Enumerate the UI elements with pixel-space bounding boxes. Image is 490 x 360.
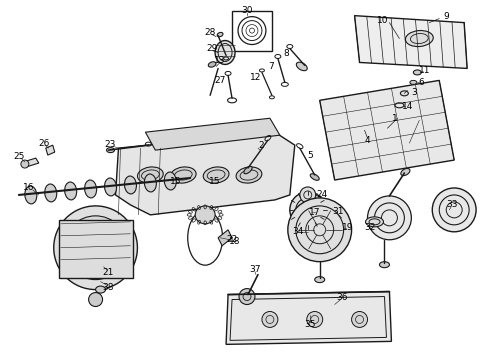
- Circle shape: [89, 293, 102, 306]
- Circle shape: [64, 216, 127, 280]
- Polygon shape: [226, 292, 392, 345]
- Text: 30: 30: [241, 6, 253, 15]
- Ellipse shape: [85, 180, 97, 198]
- Bar: [59, 220, 133, 278]
- Text: 29: 29: [206, 44, 218, 53]
- Text: 16: 16: [23, 184, 35, 193]
- Polygon shape: [330, 220, 343, 233]
- Polygon shape: [355, 15, 467, 68]
- Circle shape: [307, 311, 323, 328]
- Text: 36: 36: [336, 293, 347, 302]
- Text: 31: 31: [332, 207, 343, 216]
- Ellipse shape: [138, 167, 163, 183]
- Text: 17: 17: [309, 208, 320, 217]
- Text: 9: 9: [443, 12, 449, 21]
- Text: 28: 28: [204, 28, 216, 37]
- Text: 4: 4: [365, 136, 370, 145]
- Text: 25: 25: [13, 152, 24, 161]
- Text: 1: 1: [392, 114, 397, 123]
- Circle shape: [288, 198, 352, 262]
- Text: 12: 12: [250, 73, 262, 82]
- Polygon shape: [218, 230, 232, 246]
- Ellipse shape: [215, 41, 235, 64]
- Text: 33: 33: [446, 201, 458, 210]
- Text: 15: 15: [209, 177, 221, 186]
- Text: 7: 7: [268, 62, 274, 71]
- Text: 13: 13: [214, 56, 226, 65]
- Ellipse shape: [414, 70, 421, 75]
- Text: 32: 32: [364, 223, 375, 232]
- Ellipse shape: [164, 172, 176, 190]
- Circle shape: [300, 187, 316, 203]
- Text: 37: 37: [249, 265, 261, 274]
- Ellipse shape: [400, 91, 408, 96]
- Text: 34: 34: [292, 227, 303, 236]
- Text: 5: 5: [307, 150, 313, 159]
- Text: 2: 2: [258, 141, 264, 150]
- Circle shape: [352, 311, 368, 328]
- Ellipse shape: [366, 217, 384, 227]
- Text: 35: 35: [304, 320, 316, 329]
- Ellipse shape: [379, 262, 390, 268]
- Text: 19: 19: [342, 223, 353, 232]
- Ellipse shape: [296, 62, 307, 71]
- Circle shape: [262, 311, 278, 328]
- Polygon shape: [23, 158, 39, 167]
- Text: 23: 23: [105, 140, 116, 149]
- Text: 3: 3: [412, 88, 417, 97]
- Polygon shape: [46, 145, 55, 155]
- Ellipse shape: [310, 174, 319, 180]
- Circle shape: [54, 206, 137, 289]
- Circle shape: [290, 192, 326, 228]
- Bar: [232, 11, 272, 50]
- Ellipse shape: [315, 276, 325, 283]
- Ellipse shape: [217, 32, 223, 37]
- Ellipse shape: [124, 176, 136, 194]
- Ellipse shape: [208, 62, 216, 67]
- Text: 8: 8: [283, 49, 289, 58]
- Ellipse shape: [45, 184, 57, 202]
- Ellipse shape: [195, 206, 215, 224]
- Polygon shape: [116, 132, 295, 215]
- Ellipse shape: [104, 178, 117, 196]
- Ellipse shape: [106, 148, 115, 153]
- Text: 18: 18: [229, 237, 241, 246]
- Text: 38: 38: [103, 283, 114, 292]
- Ellipse shape: [96, 286, 105, 293]
- Circle shape: [239, 289, 255, 305]
- Circle shape: [21, 160, 29, 168]
- Ellipse shape: [405, 31, 433, 46]
- Circle shape: [72, 232, 103, 264]
- Text: 10: 10: [377, 16, 388, 25]
- Ellipse shape: [171, 167, 196, 183]
- Text: 15: 15: [170, 177, 181, 186]
- Text: 24: 24: [316, 190, 327, 199]
- Ellipse shape: [401, 168, 410, 176]
- Ellipse shape: [25, 186, 37, 204]
- Ellipse shape: [65, 182, 76, 200]
- Ellipse shape: [145, 174, 156, 192]
- Ellipse shape: [236, 167, 262, 183]
- Text: 11: 11: [418, 66, 430, 75]
- Text: 21: 21: [103, 268, 114, 277]
- Ellipse shape: [203, 167, 229, 183]
- Polygon shape: [146, 118, 280, 150]
- Text: 27: 27: [215, 76, 226, 85]
- Text: 26: 26: [38, 139, 49, 148]
- Text: 6: 6: [418, 78, 424, 87]
- Ellipse shape: [244, 166, 252, 174]
- Text: 14: 14: [402, 102, 413, 111]
- Circle shape: [88, 232, 120, 264]
- Polygon shape: [319, 80, 454, 180]
- Ellipse shape: [410, 80, 417, 84]
- Circle shape: [368, 196, 412, 240]
- Text: 22: 22: [226, 235, 238, 244]
- Circle shape: [432, 188, 476, 232]
